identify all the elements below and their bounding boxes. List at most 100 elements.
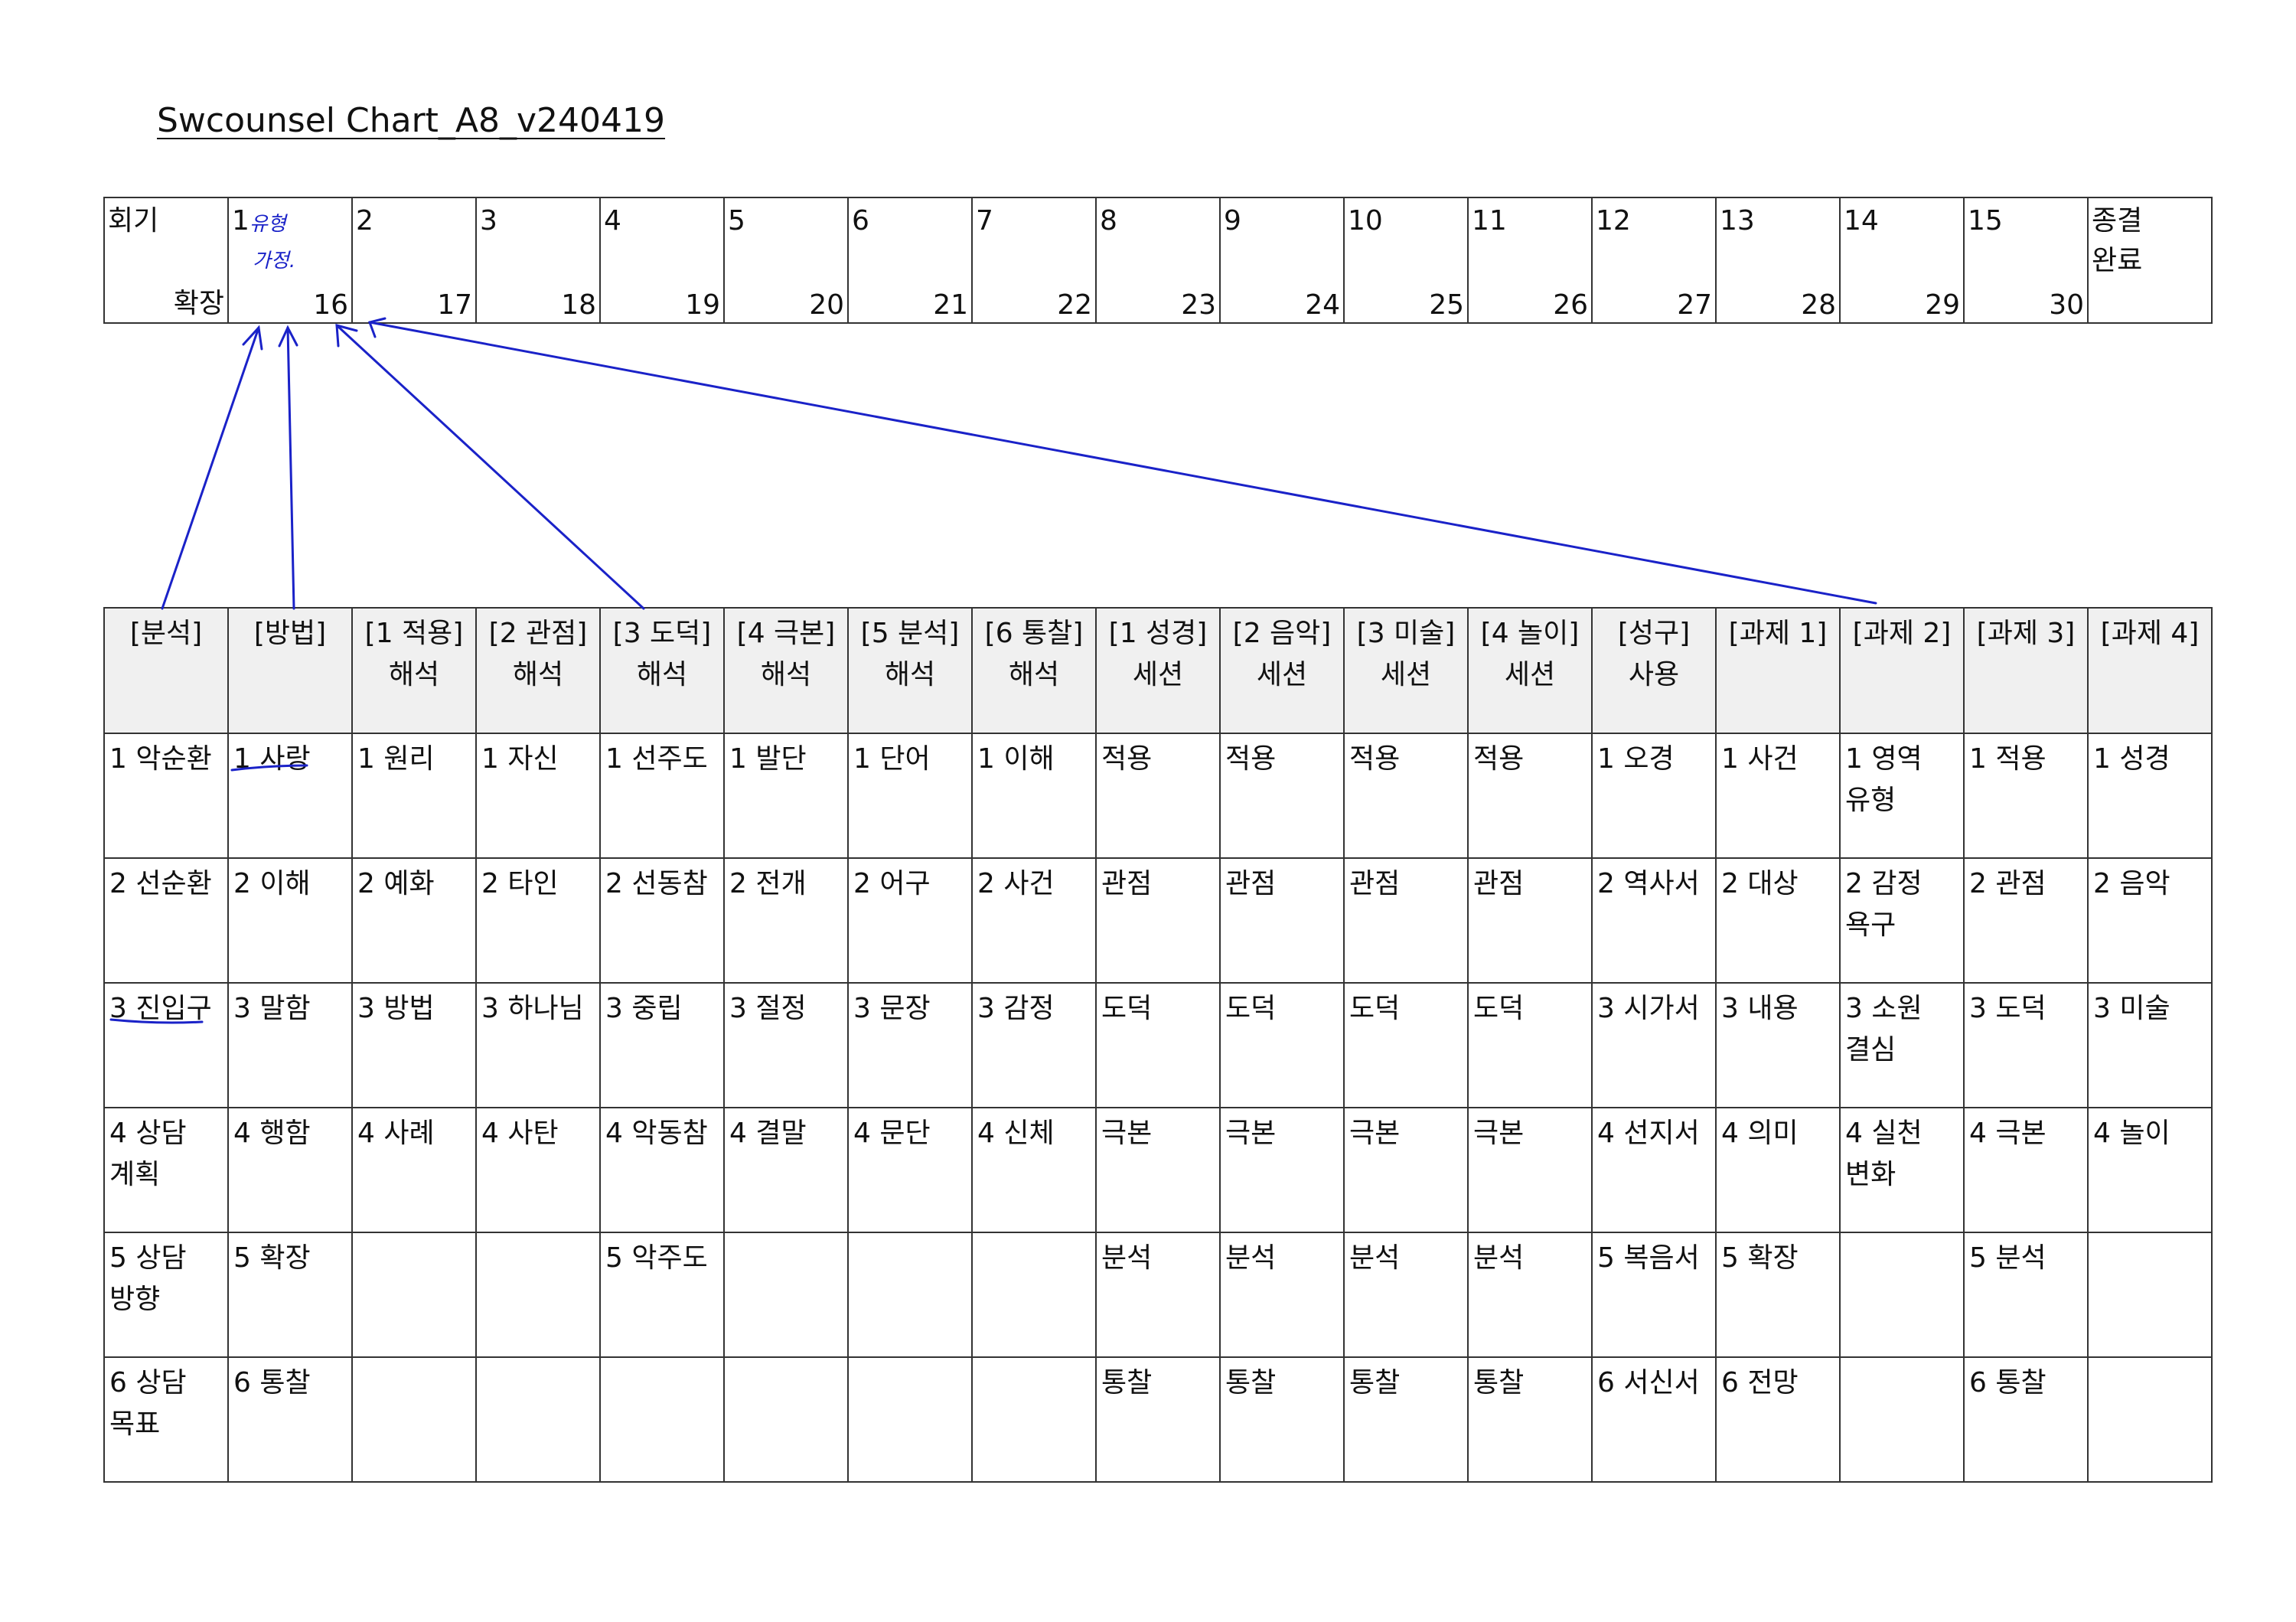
table-cell: 도덕 (1095, 982, 1221, 1108)
table-cell: 6 전망 (1715, 1356, 1841, 1483)
table-cell: 1 이해 (971, 733, 1097, 859)
cell-box: 종결 완료 (2089, 198, 2211, 321)
session-number: 1 (232, 205, 249, 237)
extension-number: 25 (1429, 289, 1464, 321)
table-cell: 1 악순환 (103, 733, 229, 859)
table-row: 1 악순환 1 사랑 1 원리 1 자신 1 선주도 1 발단 1 단어 1 이해 적용 적용 적용… (103, 733, 2213, 859)
empty-cell (847, 1232, 973, 1358)
table-cell: 적용 (1343, 733, 1469, 859)
extension-number: 22 (1057, 289, 1092, 321)
table-cell: 2 어구 (847, 857, 973, 984)
session-cell: 10 25 (1343, 197, 1469, 324)
header-cell: [6 통찰] 해석 (971, 607, 1097, 734)
cell-box: 7 22 (973, 198, 1095, 321)
table-cell: 관점 (1343, 857, 1469, 984)
extension-number: 30 (2049, 289, 2084, 321)
extension-number: 16 (313, 289, 348, 321)
table-cell: 3 말함 (227, 982, 353, 1108)
cell-box: 3 18 (477, 198, 599, 321)
session-cell: 13 28 (1715, 197, 1841, 324)
cell-box: 15 30 (1965, 198, 2087, 321)
handwritten-note: 유형 (249, 213, 286, 236)
underline-mark (230, 764, 308, 772)
session-number: 8 (1100, 205, 1117, 237)
table-cell: 4 의미 (1715, 1107, 1841, 1233)
cell-box: 1 16 (229, 198, 351, 321)
table-cell: 5 확장 (1715, 1232, 1841, 1358)
session-number: 15 (1968, 205, 2003, 237)
session-number: 11 (1472, 205, 1507, 237)
header-cell: [과제 3] (1963, 607, 2089, 734)
extension-number: 17 (437, 289, 472, 321)
table-cell: 5 확장 (227, 1232, 353, 1358)
table-cell: 극본 (1467, 1107, 1593, 1233)
session-number: 14 (1844, 205, 1879, 237)
empty-cell (971, 1232, 1097, 1358)
table-cell: 4 실천 변화 (1839, 1107, 1965, 1233)
table-cell: 3 소원 결심 (1839, 982, 1965, 1108)
session-number: 12 (1596, 205, 1631, 237)
session-cell: 11 26 (1467, 197, 1593, 324)
session-cell: 8 23 (1095, 197, 1221, 324)
cell-box: 5 20 (725, 198, 847, 321)
header-row: [분석] [방법] [1 적용] 해석 [2 관점] 해석 [3 도덕] 해석 [4 극본… (103, 607, 2213, 734)
header-cell: [과제 1] (1715, 607, 1841, 734)
table-cell: 3 도덕 (1963, 982, 2089, 1108)
document-title: Swcounsel Chart_A8_v240419 (157, 101, 666, 140)
underline-mark (109, 1018, 204, 1024)
session-cell: 9 24 (1219, 197, 1345, 324)
session-cell: 7 22 (971, 197, 1097, 324)
extension-label: 확장 (173, 288, 224, 319)
header-cell: [분석] (103, 607, 229, 734)
extension-number: 24 (1305, 289, 1340, 321)
table-cell: 2 선동참 (599, 857, 725, 984)
session-cell: 3 18 (475, 197, 601, 324)
table-cell: 1 성경 (2087, 733, 2213, 859)
table-row: 2 선순환 2 이해 2 예화 2 타인 2 선동참 2 전개 2 어구 2 사건 관점 관점 관점… (103, 857, 2213, 984)
cell-box: 14 29 (1841, 198, 1963, 321)
header-cell: [3 미술] 세션 (1343, 607, 1469, 734)
extension-number: 29 (1925, 289, 1960, 321)
session-row: 회기 확장 1 16 2 17 3 18 4 19 5 20 6 21 7 22 8 23 9 24 10 25 11 26 1… (103, 197, 2213, 324)
table-cell: 3 감정 (971, 982, 1097, 1108)
cell-box: 10 25 (1345, 198, 1467, 321)
header-cell: [4 놀이] 세션 (1467, 607, 1593, 734)
empty-cell (351, 1232, 477, 1358)
table-cell: 3 하나님 (475, 982, 601, 1108)
empty-cell (2087, 1356, 2213, 1483)
table-cell: 6 상담 목표 (103, 1356, 229, 1483)
cell-box: 2 17 (353, 198, 475, 321)
extension-number: 27 (1677, 289, 1712, 321)
session-cell: 15 30 (1963, 197, 2089, 324)
row-label: 회기 (108, 205, 159, 237)
table-cell: 도덕 (1467, 982, 1593, 1108)
session-table: 회기 확장 1 16 2 17 3 18 4 19 5 20 6 21 7 22 8 23 9 24 10 25 11 26 1… (103, 197, 2213, 324)
empty-cell (971, 1356, 1097, 1483)
extension-number: 18 (561, 289, 596, 321)
empty-cell (1839, 1356, 1965, 1483)
table-cell: 4 상담 계획 (103, 1107, 229, 1233)
empty-cell (723, 1356, 849, 1483)
arrow (286, 326, 295, 610)
table-cell: 5 상담 방향 (103, 1232, 229, 1358)
table-cell: 1 원리 (351, 733, 477, 859)
table-cell: 4 문단 (847, 1107, 973, 1233)
table-cell: 4 결말 (723, 1107, 849, 1233)
table-cell: 분석 (1467, 1232, 1593, 1358)
extension-number: 28 (1801, 289, 1836, 321)
cell-box: 8 23 (1097, 198, 1219, 321)
table-cell: 4 선지서 (1591, 1107, 1717, 1233)
header-cell: [2 관점] 해석 (475, 607, 601, 734)
table-cell: 4 행함 (227, 1107, 353, 1233)
table-cell: 1 영역 유형 (1839, 733, 1965, 859)
header-cell: [방법] (227, 607, 353, 734)
table-cell: 통찰 (1343, 1356, 1469, 1483)
table-cell: 2 사건 (971, 857, 1097, 984)
table-row: 4 상담 계획 4 행함 4 사례 4 사탄 4 악동참 4 결말 4 문단 4 신체 극본 극본… (103, 1107, 2213, 1233)
table-cell: 도덕 (1219, 982, 1345, 1108)
table-cell: 1 발단 (723, 733, 849, 859)
table-cell: 도덕 (1343, 982, 1469, 1108)
cell-box: 12 27 (1593, 198, 1715, 321)
table-cell: 3 절정 (723, 982, 849, 1108)
